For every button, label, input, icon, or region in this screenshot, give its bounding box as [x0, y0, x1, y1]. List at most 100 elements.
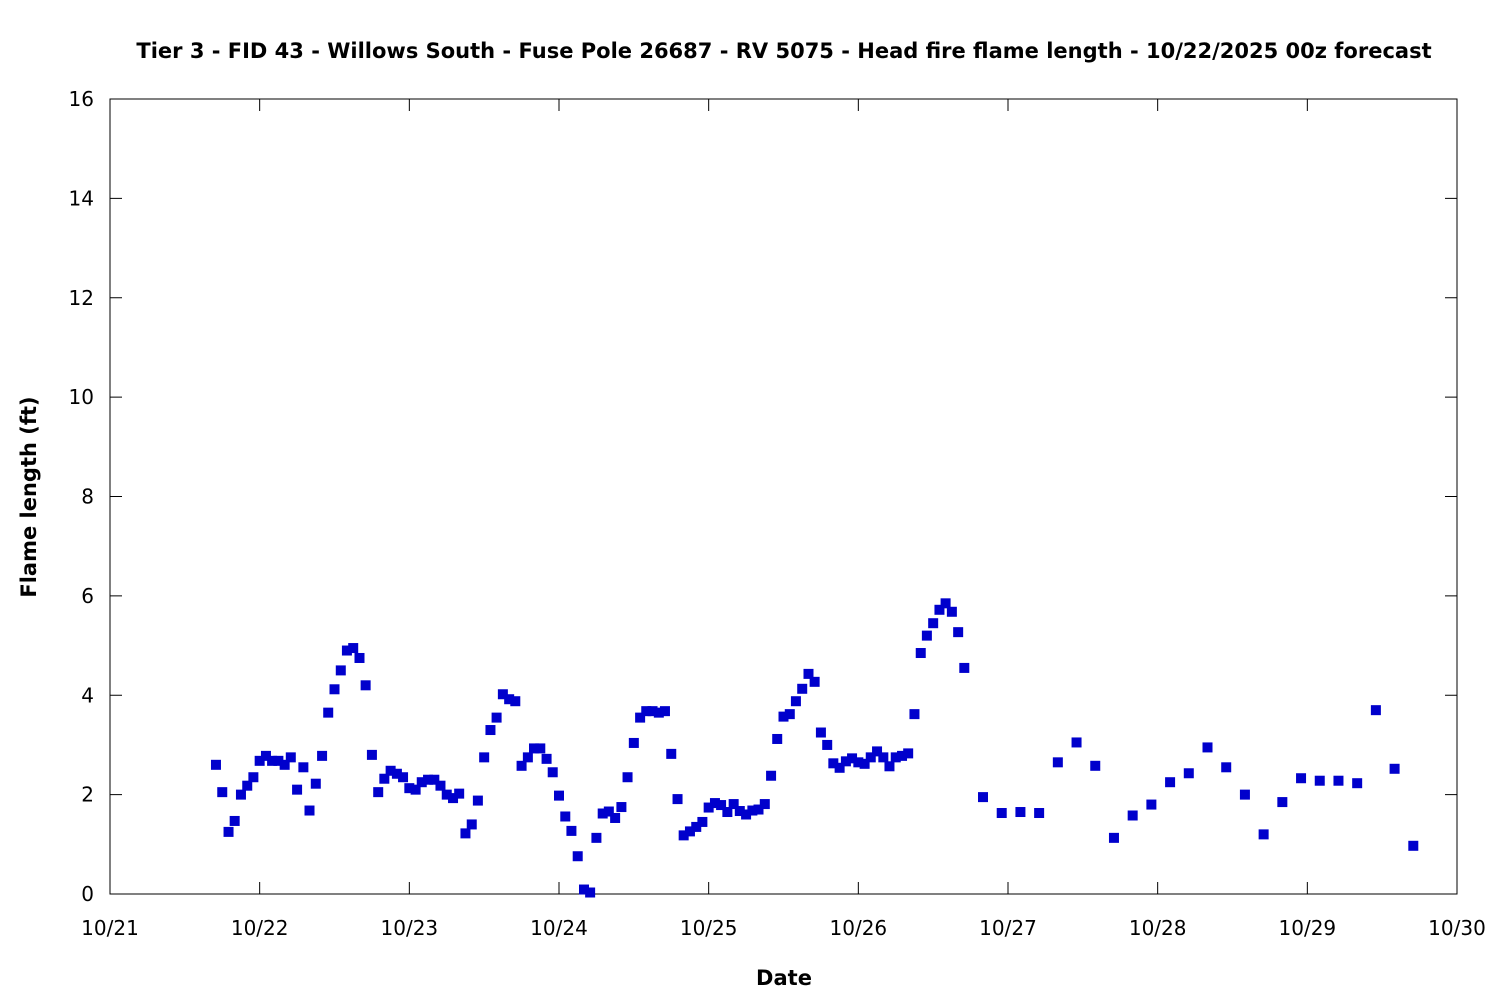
data-point: [834, 762, 845, 773]
data-point: [385, 765, 396, 776]
data-point: [304, 805, 315, 816]
data-point: [541, 753, 552, 764]
data-point: [341, 645, 352, 656]
data-point: [884, 761, 895, 772]
data-point: [485, 725, 496, 736]
data-point: [753, 804, 764, 815]
data-point: [809, 676, 820, 687]
data-point: [416, 777, 427, 788]
data-point: [317, 750, 328, 761]
data-point: [273, 755, 284, 766]
x-tick-label: 10/24: [530, 916, 588, 940]
data-point: [610, 812, 621, 823]
y-tick-label: 10: [69, 385, 94, 409]
data-point: [697, 816, 708, 827]
data-point: [410, 784, 421, 795]
data-point: [348, 643, 359, 654]
data-point: [803, 668, 814, 679]
data-point: [978, 792, 989, 803]
data-point: [329, 684, 340, 695]
y-tick-label: 16: [69, 87, 94, 111]
data-point: [790, 696, 801, 707]
data-point: [535, 743, 546, 754]
plot-frame: [109, 98, 1458, 895]
data-point: [585, 887, 596, 898]
data-point: [1296, 773, 1307, 784]
data-point: [1071, 737, 1082, 748]
data-point: [435, 780, 446, 791]
data-point: [404, 783, 415, 794]
data-point: [1052, 757, 1063, 768]
data-point: [797, 683, 808, 694]
y-tick-label: 0: [81, 882, 94, 906]
data-point: [635, 712, 646, 723]
data-point: [529, 743, 540, 754]
data-point: [865, 752, 876, 763]
data-point: [728, 799, 739, 810]
data-point: [603, 806, 614, 817]
data-point: [229, 815, 240, 826]
data-point: [890, 752, 901, 763]
data-point: [217, 787, 228, 798]
data-point: [759, 799, 770, 810]
data-point: [672, 794, 683, 805]
data-point: [554, 790, 564, 801]
data-points: [210, 598, 1419, 898]
data-point: [285, 752, 296, 763]
data-point: [398, 772, 409, 783]
data-point: [921, 630, 932, 641]
data-point: [853, 757, 864, 768]
data-point: [897, 750, 908, 761]
data-point: [641, 706, 652, 717]
data-point: [235, 789, 246, 800]
data-point: [616, 802, 627, 813]
data-point: [454, 788, 465, 799]
data-point: [847, 753, 858, 764]
data-point: [909, 709, 920, 720]
data-point: [223, 826, 234, 837]
data-point: [647, 706, 658, 717]
y-tick-label: 4: [81, 683, 94, 707]
data-point: [248, 772, 259, 783]
data-point: [1389, 763, 1400, 774]
data-point: [678, 830, 689, 841]
data-point: [747, 805, 758, 816]
data-point: [878, 752, 889, 763]
data-point: [1314, 775, 1325, 786]
data-point: [1015, 807, 1026, 818]
data-point: [497, 689, 508, 700]
data-point: [354, 652, 365, 663]
x-tick-label: 10/28: [1129, 916, 1187, 940]
x-tick-label: 10/21: [81, 916, 139, 940]
data-point: [242, 780, 253, 791]
data-point: [260, 750, 271, 761]
data-point: [310, 778, 321, 789]
data-point: [659, 706, 670, 717]
data-point: [335, 665, 346, 676]
data-point: [572, 851, 583, 862]
data-point: [1127, 810, 1138, 821]
x-tick-label: 10/27: [979, 916, 1037, 940]
data-point: [934, 604, 945, 615]
y-tick-label: 8: [81, 485, 94, 509]
data-point: [267, 755, 278, 766]
data-point: [441, 789, 452, 800]
data-point: [1183, 768, 1194, 779]
y-tick-label: 12: [69, 286, 94, 310]
data-point: [510, 696, 521, 707]
data-point: [460, 828, 471, 839]
x-tick-label: 10/23: [381, 916, 439, 940]
data-point: [828, 758, 839, 769]
data-point: [391, 768, 402, 779]
data-point: [1352, 778, 1363, 789]
data-point: [566, 825, 577, 836]
data-point: [1277, 797, 1288, 808]
data-point: [815, 727, 826, 738]
data-point: [996, 808, 1007, 819]
data-point: [373, 787, 384, 798]
data-point: [766, 770, 777, 781]
data-point: [716, 800, 727, 811]
data-point: [959, 662, 970, 673]
data-point: [516, 760, 527, 771]
